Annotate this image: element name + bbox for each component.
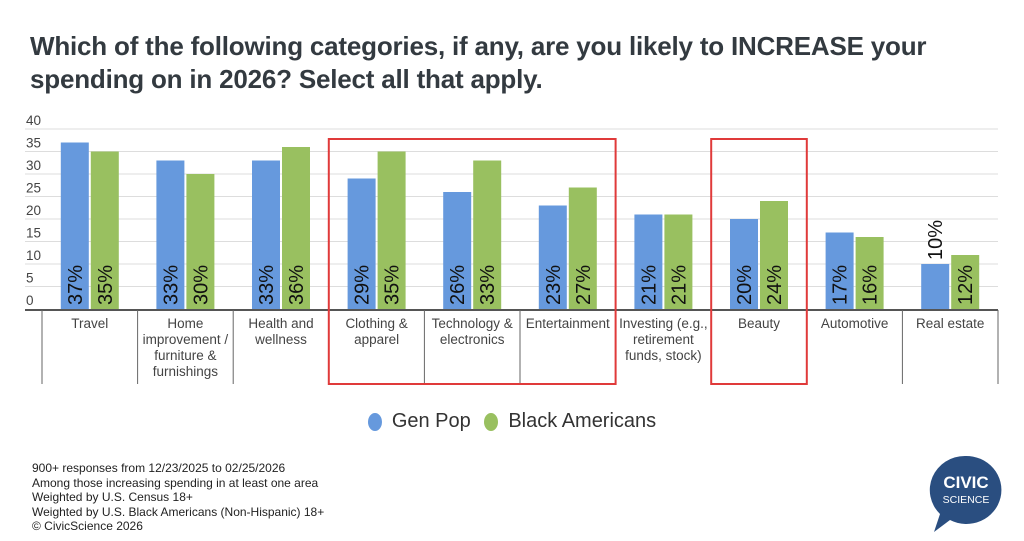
bar-gen-pop bbox=[634, 214, 663, 309]
highlight-box-2 bbox=[710, 138, 808, 385]
bar-black-americans bbox=[855, 237, 884, 309]
bar-black-americans bbox=[568, 187, 597, 309]
bar-chart: 0 5 10 15 20 25 30 35 40 37% 35% Travel 33% 30% Homeim… bbox=[25, 113, 999, 385]
y-tick-label-0: 0 bbox=[26, 293, 34, 308]
x-tick-label: Health and bbox=[248, 316, 313, 331]
x-tick-label: furniture & bbox=[154, 348, 216, 363]
data-label: 10% bbox=[925, 220, 947, 260]
x-tick-label: Entertainment bbox=[526, 316, 610, 331]
x-tick-label: Automotive bbox=[821, 316, 889, 331]
legend-label-black-americans: Black Americans bbox=[508, 410, 657, 432]
data-label: 26% bbox=[447, 265, 469, 305]
data-label: 37% bbox=[65, 265, 87, 305]
x-tick-label: Investing (e.g., bbox=[619, 316, 708, 331]
bar-gen-pop bbox=[252, 160, 280, 309]
legend: Gen Pop Black Americans bbox=[0, 410, 1024, 437]
data-label: 21% bbox=[668, 265, 690, 305]
chart-title: Which of the following categories, if an… bbox=[30, 31, 927, 94]
bar-black-americans bbox=[473, 160, 502, 309]
y-tick-label-5: 5 bbox=[26, 271, 34, 286]
data-label: 12% bbox=[955, 265, 977, 305]
y-tick-label-40: 40 bbox=[26, 113, 41, 128]
bar-black-americans bbox=[282, 147, 310, 309]
bar-gen-pop bbox=[347, 178, 376, 309]
footnote-responses: 900+ responses from 12/23/2025 to 02/25/… bbox=[32, 461, 286, 475]
x-tick-label: wellness bbox=[254, 332, 307, 347]
x-tick-label: Technology & bbox=[432, 316, 513, 331]
legend-label-gen-pop: Gen Pop bbox=[391, 410, 471, 432]
data-label: 33% bbox=[256, 265, 278, 305]
data-label: 17% bbox=[830, 265, 852, 305]
footnote-population: Among those increasing spending in at le… bbox=[32, 475, 319, 490]
x-tick-label: furnishings bbox=[153, 364, 219, 379]
y-tick-label-15: 15 bbox=[26, 226, 41, 241]
bar-gen-pop bbox=[538, 205, 567, 309]
data-label: 35% bbox=[95, 265, 117, 305]
bar-gen-pop bbox=[921, 264, 950, 309]
bar-black-americans bbox=[186, 174, 215, 309]
data-label: 23% bbox=[543, 265, 565, 305]
y-tick-label-30: 30 bbox=[26, 158, 41, 173]
bar-gen-pop bbox=[730, 219, 758, 309]
footnotes: 900+ responses from 12/23/2025 to 02/25/… bbox=[32, 461, 324, 534]
data-label: 24% bbox=[764, 265, 786, 305]
x-tick-label: Travel bbox=[71, 316, 108, 331]
data-label: 29% bbox=[352, 265, 374, 305]
data-label: 27% bbox=[573, 265, 595, 305]
legend-swatch-gen-pop bbox=[367, 412, 382, 431]
logo-text-science: SCIENCE bbox=[943, 494, 990, 506]
data-label: 20% bbox=[734, 265, 756, 305]
bar-gen-pop bbox=[825, 232, 854, 309]
footnote-weighting-black-americans: Weighted by U.S. Black Americans (Non-Hi… bbox=[32, 504, 325, 519]
bar-black-americans bbox=[951, 255, 980, 309]
x-tick-label: retirement bbox=[633, 332, 694, 347]
y-tick-label-25: 25 bbox=[26, 181, 41, 196]
bar-black-americans bbox=[90, 151, 119, 309]
legend-item-black-americans[interactable]: Black Americans bbox=[484, 410, 656, 433]
x-tick-label: electronics bbox=[440, 332, 505, 347]
footnote-copyright: © CivicScience 2026 bbox=[32, 519, 143, 534]
logo-text-civic: CIVIC bbox=[943, 473, 988, 492]
y-tick-label-10: 10 bbox=[26, 248, 41, 263]
data-label: 30% bbox=[190, 265, 212, 305]
bar-gen-pop bbox=[156, 160, 185, 309]
data-label: 35% bbox=[382, 265, 404, 305]
x-tick-label: apparel bbox=[354, 332, 399, 347]
y-tick-label-20: 20 bbox=[26, 203, 41, 218]
x-tick-label: Beauty bbox=[738, 316, 780, 331]
bar-gen-pop bbox=[443, 192, 472, 309]
data-label: 36% bbox=[286, 265, 308, 305]
x-tick-label: funds, stock) bbox=[625, 348, 702, 363]
data-label: 21% bbox=[638, 265, 660, 305]
x-tick-label: improvement / bbox=[143, 332, 229, 347]
x-tick-label: Clothing & bbox=[345, 316, 407, 331]
logo-speech-bubble-icon bbox=[929, 455, 1002, 532]
bar-black-americans bbox=[377, 151, 406, 309]
highlight-box-1 bbox=[327, 138, 617, 385]
x-tick-label: Home bbox=[167, 316, 203, 331]
data-label: 33% bbox=[160, 265, 182, 305]
bar-black-americans bbox=[664, 214, 693, 309]
legend-swatch-black-americans bbox=[484, 412, 499, 431]
x-tick-label: Real estate bbox=[916, 316, 984, 331]
bar-gen-pop bbox=[60, 142, 89, 309]
footnote-weighting-census: Weighted by U.S. Census 18+ bbox=[32, 490, 193, 505]
bar-black-americans bbox=[760, 201, 788, 309]
data-label: 16% bbox=[860, 265, 882, 305]
y-tick-label-35: 35 bbox=[26, 136, 41, 151]
civicscience-logo: CIVIC SCIENCE bbox=[929, 455, 1002, 532]
legend-item-gen-pop[interactable]: Gen Pop bbox=[367, 410, 471, 433]
data-label: 33% bbox=[477, 265, 499, 305]
